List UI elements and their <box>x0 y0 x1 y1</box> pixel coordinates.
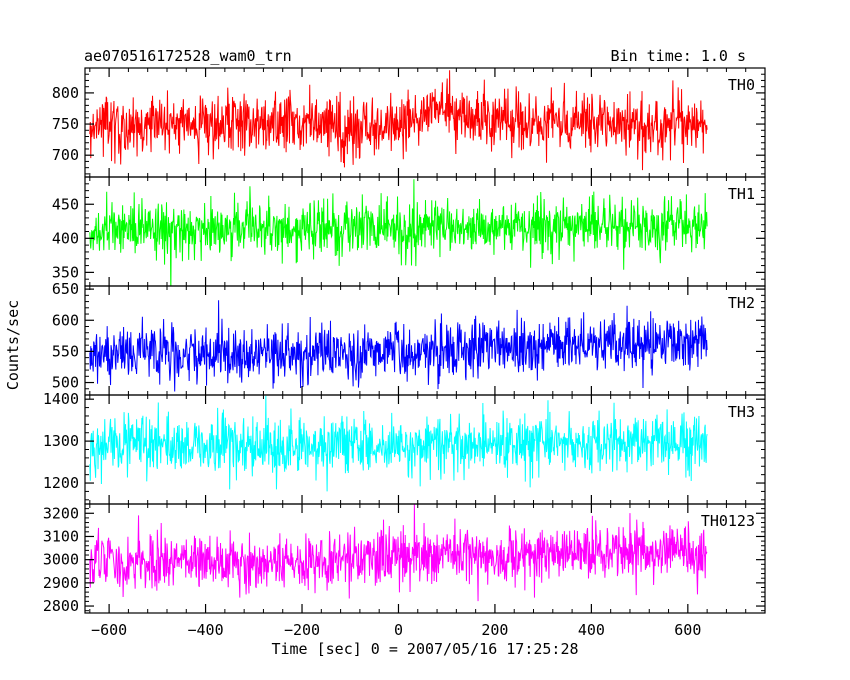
panel-name-label: TH0123 <box>701 512 755 530</box>
y-tick-label: 750 <box>52 115 79 133</box>
y-tick-label: 600 <box>52 311 79 329</box>
y-tick-label: 1300 <box>43 432 79 450</box>
x-tick-label: −400 <box>188 621 224 639</box>
chart-title: ae070516172528_wam0_trn <box>84 47 292 65</box>
panel-th2: 500 550 600 650 TH2 <box>52 280 766 396</box>
y-tick-label: 400 <box>52 229 79 247</box>
x-tick-labels: −600 −400 −200 0 200 400 600 <box>91 621 701 639</box>
y-tick-label: 800 <box>52 84 79 102</box>
y-tick-label: 3200 <box>43 504 79 522</box>
series-th2 <box>89 300 708 392</box>
panel-th0: 700 750 800 TH0 <box>52 67 766 178</box>
series-th1 <box>89 179 708 286</box>
y-tick-label: 3100 <box>43 527 79 545</box>
y-tick-label: 350 <box>52 263 79 281</box>
y-tick-label: 1200 <box>43 474 79 492</box>
x-tick-label: −200 <box>284 621 320 639</box>
panel-th3: 1200 1300 1400 TH3 <box>43 390 766 505</box>
panel-name-label: TH2 <box>728 294 755 312</box>
y-tick-label: 2900 <box>43 574 79 592</box>
y-tick-label: 1400 <box>43 390 79 408</box>
y-tick-label: 3000 <box>43 551 79 569</box>
panel-th1: 350 400 450 TH1 <box>52 176 766 287</box>
panel-frame <box>84 503 766 614</box>
series-th3 <box>89 395 708 492</box>
y-tick-label: 500 <box>52 374 79 392</box>
series-th0123 <box>89 504 708 602</box>
x-tick-label: 0 <box>394 621 403 639</box>
x-tick-label: 600 <box>674 621 701 639</box>
y-tick-label: 550 <box>52 342 79 360</box>
bin-time-label: Bin time: 1.0 s <box>611 47 746 65</box>
y-tick-label: 2800 <box>43 597 79 615</box>
panel-name-label: TH0 <box>728 76 755 94</box>
panel-th0123: 2800 2900 3000 3100 3200 TH0123 <box>43 503 766 615</box>
panel-name-label: TH3 <box>728 403 755 421</box>
x-axis-label: Time [sec] 0 = 2007/05/16 17:25:28 <box>271 640 578 658</box>
series-th0 <box>89 70 708 171</box>
y-axis-label: Counts/sec <box>4 300 22 390</box>
panel-name-label: TH1 <box>728 185 755 203</box>
x-tick-label: 200 <box>481 621 508 639</box>
y-tick-label: 450 <box>52 195 79 213</box>
y-tick-label: 700 <box>52 146 79 164</box>
x-tick-label: 400 <box>578 621 605 639</box>
panel-stack: 700 750 800 TH0 350 400 450 TH1 500 550 600 650 TH2 1… <box>43 67 766 615</box>
y-tick-label: 650 <box>52 280 79 298</box>
x-tick-label: −600 <box>91 621 127 639</box>
